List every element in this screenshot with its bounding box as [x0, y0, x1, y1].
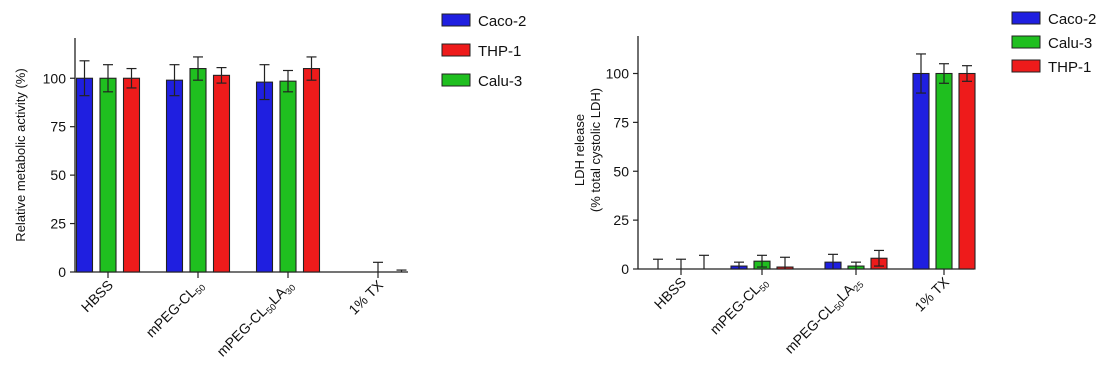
label-part: 1% TX: [345, 276, 386, 317]
legend-swatch: [441, 13, 471, 27]
bar: [279, 80, 297, 273]
y-tick-label: 100: [606, 66, 630, 82]
y-tick-label: 50: [613, 163, 629, 179]
legend-label: Caco-2: [478, 13, 526, 30]
legend-swatch: [441, 73, 471, 87]
label-part: HBSS: [78, 277, 116, 315]
bar: [302, 68, 321, 273]
legend-label: THP-1: [478, 43, 521, 60]
x-tick-label: HBSS: [651, 274, 689, 312]
legend-swatch: [1011, 59, 1041, 73]
y-tick-label: 75: [50, 119, 66, 135]
bar: [75, 77, 94, 273]
y-tick-label: 75: [613, 114, 629, 130]
bar: [122, 77, 141, 273]
y-tick-label: 0: [621, 261, 629, 277]
x-tick-label: mPEG-CL50: [707, 274, 772, 339]
bar: [189, 68, 207, 273]
x-tick-label: mPEG-CL50LA30: [213, 277, 297, 361]
bar: [958, 72, 976, 270]
y-tick-label: 25: [50, 216, 66, 232]
bar: [255, 81, 274, 273]
legend-label: Calu-3: [1048, 35, 1092, 52]
legend-swatch: [441, 43, 471, 57]
label-part: 1% TX: [911, 273, 952, 314]
x-tick-label: HBSS: [78, 277, 116, 315]
legend-swatch: [1011, 11, 1041, 25]
y-axis-label: LDH release: [572, 114, 587, 186]
legend-label: Calu-3: [478, 73, 522, 90]
y-axis-label-2: (% total cystolic LDH): [588, 88, 603, 212]
y-tick-label: 100: [43, 70, 67, 86]
label-part: mPEG-CL: [707, 281, 764, 338]
label-part: mPEG-CL: [143, 284, 200, 341]
label-part: mPEG-CL: [781, 300, 838, 357]
label-part: mPEG-CL: [213, 303, 270, 360]
legend-label: Caco-2: [1048, 11, 1096, 28]
legend-swatch: [1011, 35, 1041, 49]
legend-label: THP-1: [1048, 59, 1091, 76]
x-tick-label: mPEG-CL50: [143, 277, 208, 342]
y-axis-label: Relative metabolic activity (%): [13, 68, 28, 241]
y-tick-label: 25: [613, 212, 629, 228]
bar: [212, 74, 231, 273]
bar: [912, 72, 930, 270]
x-tick-label: 1% TX: [911, 273, 952, 314]
bar: [935, 72, 953, 270]
y-tick-label: 50: [50, 167, 66, 183]
x-tick-label: mPEG-CL50LA25: [781, 274, 865, 358]
chart-1: 0 25 50 75 100 Relative metabolic activity (%…: [13, 13, 526, 361]
x-tick-label: 1% TX: [345, 276, 386, 317]
chart-2: 0 25 50 75 100 LDH release (% total cystolic L…: [572, 11, 1096, 358]
label-part: HBSS: [651, 274, 689, 312]
bar: [99, 77, 117, 273]
y-tick-label: 0: [58, 264, 66, 280]
bar: [165, 79, 184, 273]
